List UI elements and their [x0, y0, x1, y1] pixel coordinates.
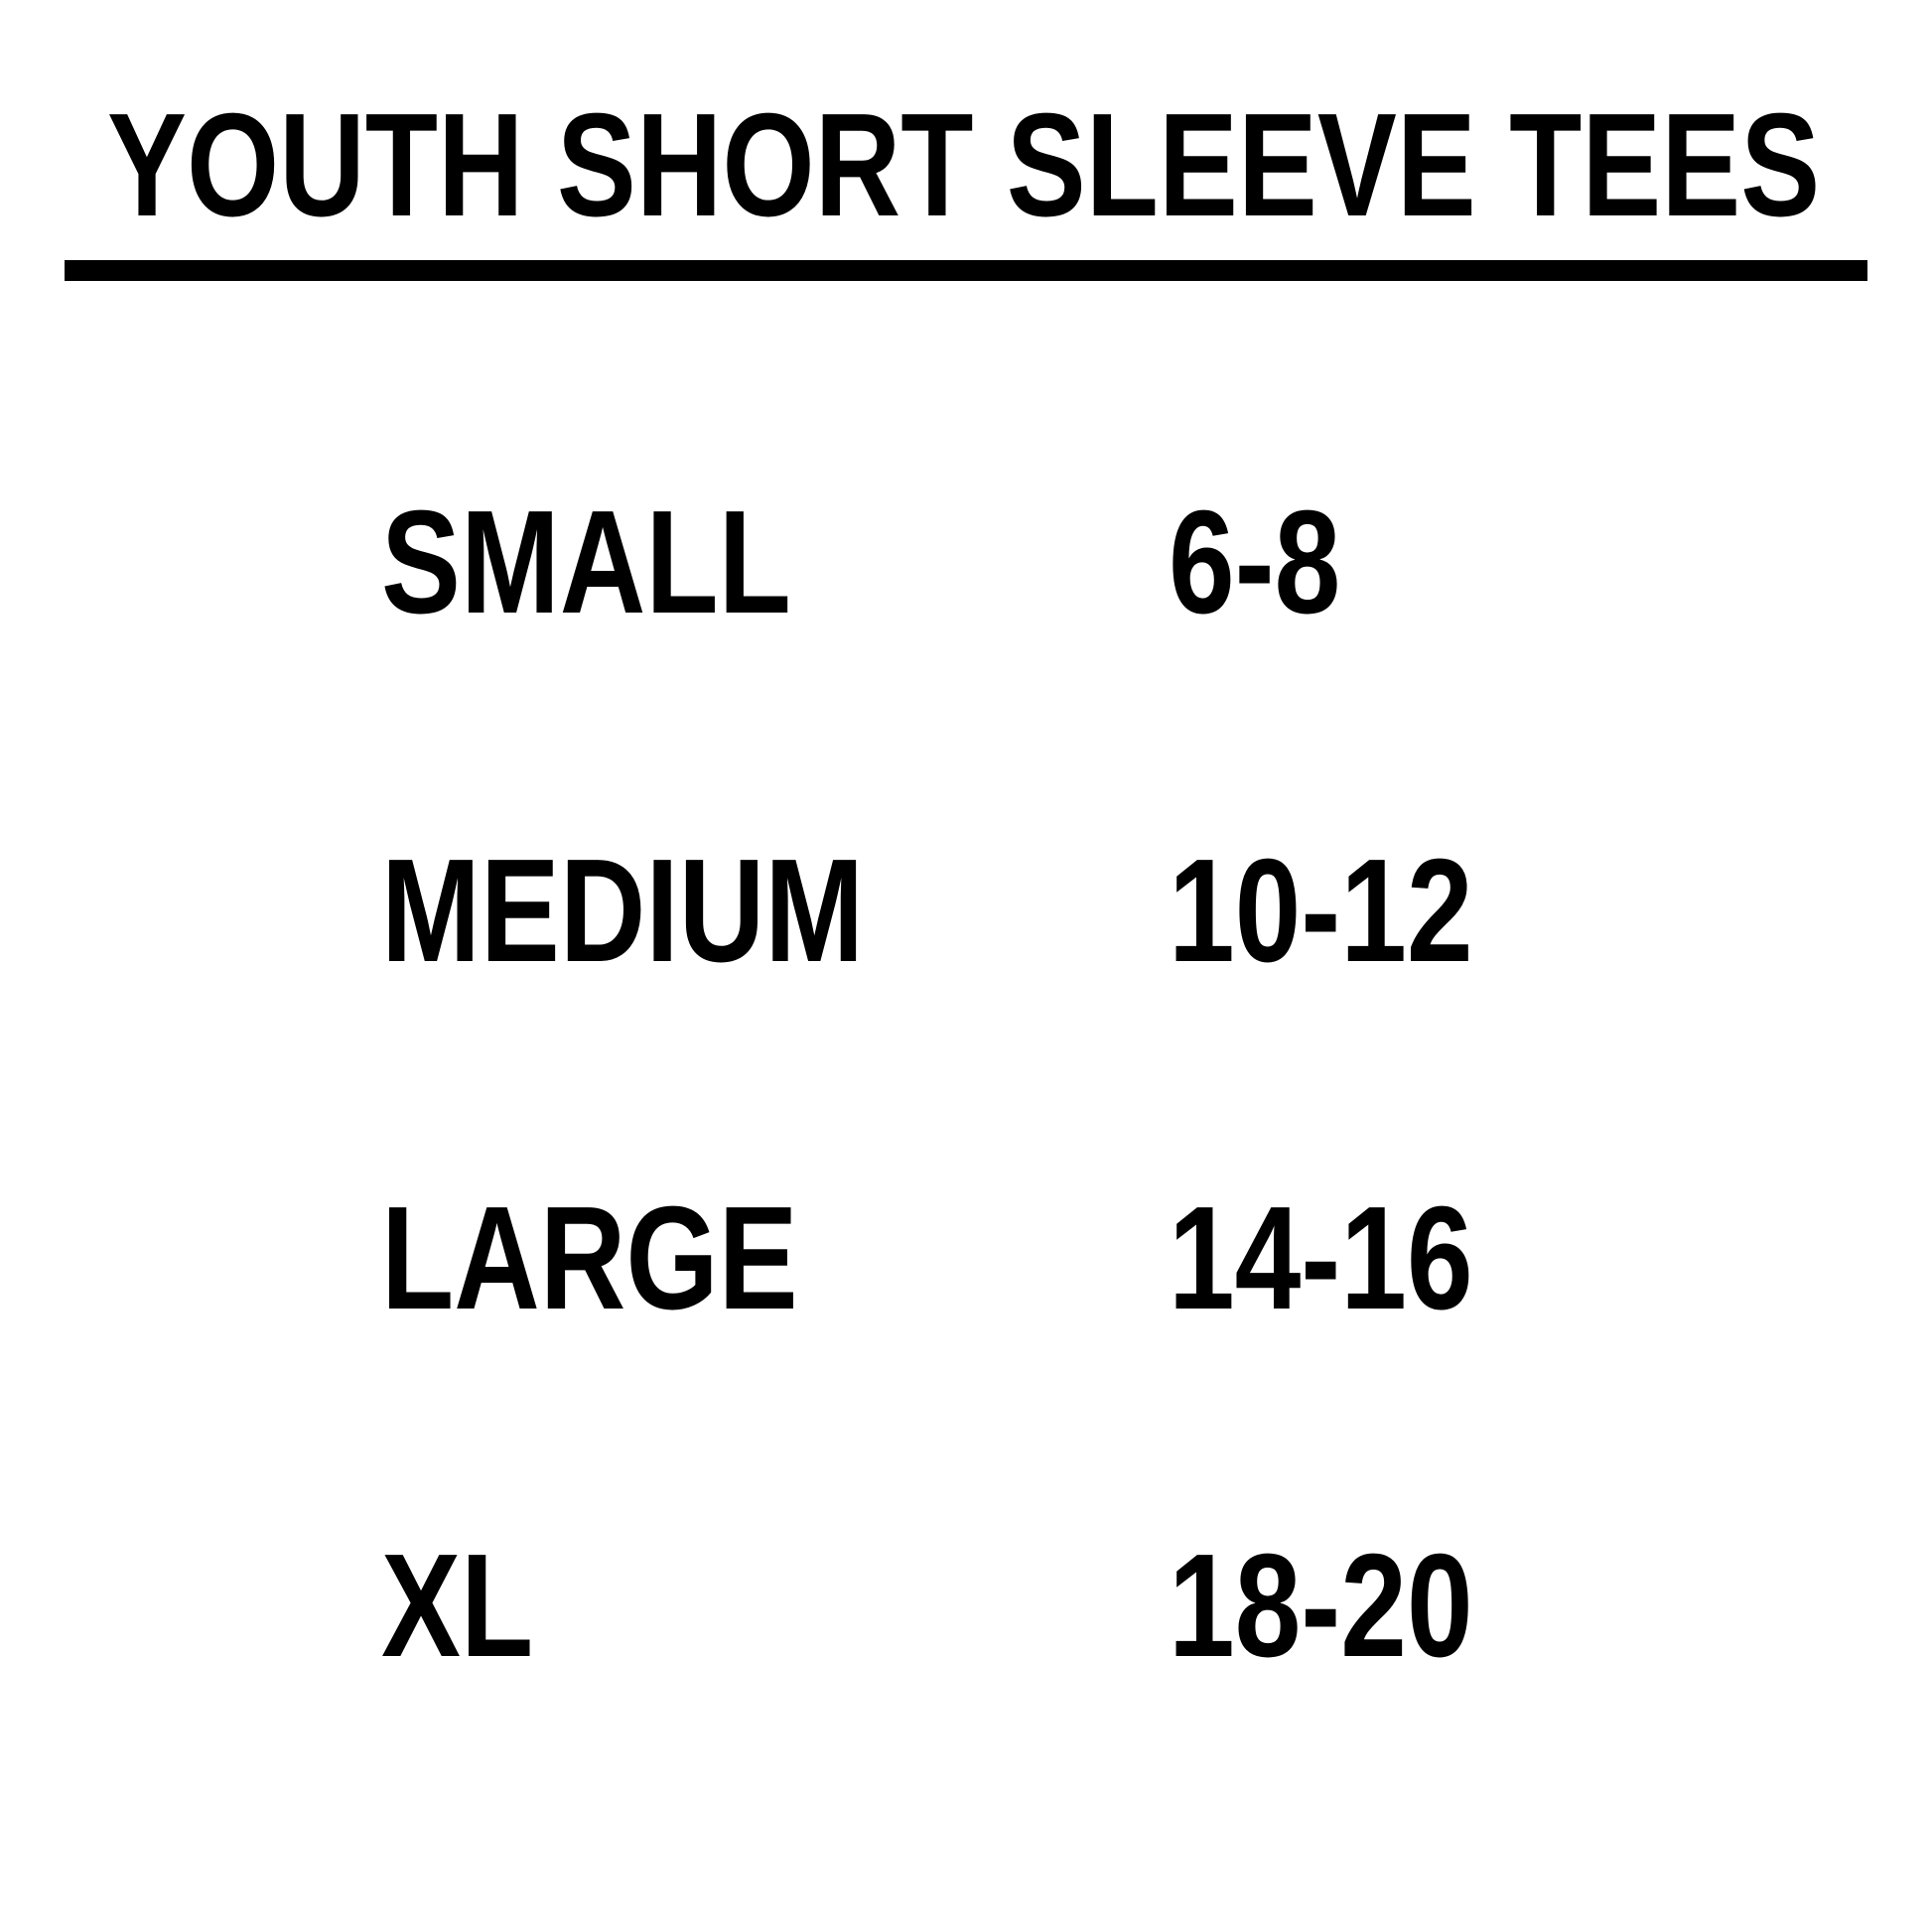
size-label: SMALL [381, 481, 791, 644]
size-label: LARGE [381, 1176, 798, 1340]
size-label: XL [381, 1524, 534, 1688]
size-label: MEDIUM [381, 829, 865, 993]
size-range: 14-16 [1169, 1176, 1473, 1340]
size-range: 10-12 [1169, 829, 1473, 993]
title-divider [65, 260, 1867, 281]
page-title: YOUTH SHORT SLEEVE TEES [107, 83, 1821, 247]
size-range: 6-8 [1169, 481, 1341, 644]
size-range: 18-20 [1169, 1524, 1473, 1688]
